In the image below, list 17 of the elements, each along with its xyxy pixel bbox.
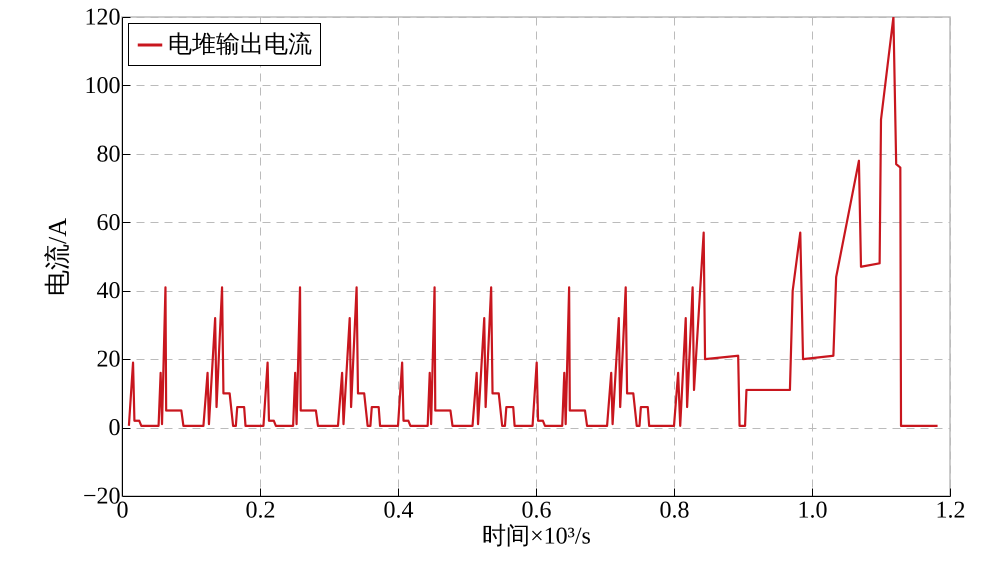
y-axis-title: 电流/A — [42, 218, 72, 296]
y-tick-label: 120 — [84, 4, 120, 30]
y-tick-label: 60 — [96, 210, 120, 236]
y-tick-label: 20 — [96, 346, 120, 373]
line-series — [128, 17, 939, 427]
x-tick-label: 0.4 — [384, 498, 414, 524]
legend-label: 电堆输出电流 — [168, 31, 312, 58]
x-tick-label: 0.8 — [660, 498, 690, 524]
x-tick-label: 1.0 — [798, 498, 828, 524]
y-tick-label: 100 — [84, 72, 120, 99]
x-axis-title: 时间×10³/s — [482, 524, 591, 550]
y-tick-label: 40 — [96, 278, 120, 304]
x-tick-label: 0.6 — [522, 498, 552, 524]
y-tick-label: 0 — [108, 415, 120, 442]
y-tick-label: 80 — [96, 141, 120, 168]
x-tick-label: 1.2 — [936, 498, 966, 524]
x-tick-label: 0.2 — [246, 498, 276, 524]
